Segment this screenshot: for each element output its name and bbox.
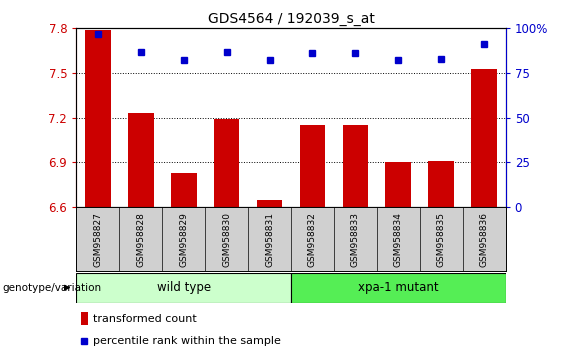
Text: GSM958834: GSM958834 — [394, 212, 403, 267]
Bar — [342, 125, 368, 207]
Text: GSM958828: GSM958828 — [136, 212, 145, 267]
Bar — [76, 273, 291, 303]
Bar — [428, 161, 454, 207]
Text: GSM958833: GSM958833 — [351, 212, 360, 267]
Text: GSM958831: GSM958831 — [265, 212, 274, 267]
Text: genotype/variation: genotype/variation — [3, 282, 102, 293]
Text: wild type: wild type — [157, 281, 211, 294]
Bar — [214, 119, 240, 207]
Title: GDS4564 / 192039_s_at: GDS4564 / 192039_s_at — [207, 12, 375, 26]
Text: GSM958836: GSM958836 — [480, 212, 489, 267]
Text: GSM958830: GSM958830 — [222, 212, 231, 267]
Text: GSM958832: GSM958832 — [308, 212, 317, 267]
Bar — [299, 125, 325, 207]
Bar — [471, 69, 497, 207]
Bar — [171, 173, 197, 207]
Text: transformed count: transformed count — [93, 314, 197, 324]
Text: GSM958835: GSM958835 — [437, 212, 446, 267]
Bar — [81, 312, 88, 325]
Bar — [128, 113, 154, 207]
Text: GSM958827: GSM958827 — [93, 212, 102, 267]
Bar — [385, 162, 411, 207]
Text: percentile rank within the sample: percentile rank within the sample — [93, 336, 280, 346]
Text: GSM958829: GSM958829 — [179, 212, 188, 267]
Bar — [85, 30, 111, 207]
Text: xpa-1 mutant: xpa-1 mutant — [358, 281, 438, 294]
Bar — [291, 273, 506, 303]
Bar — [257, 200, 282, 207]
